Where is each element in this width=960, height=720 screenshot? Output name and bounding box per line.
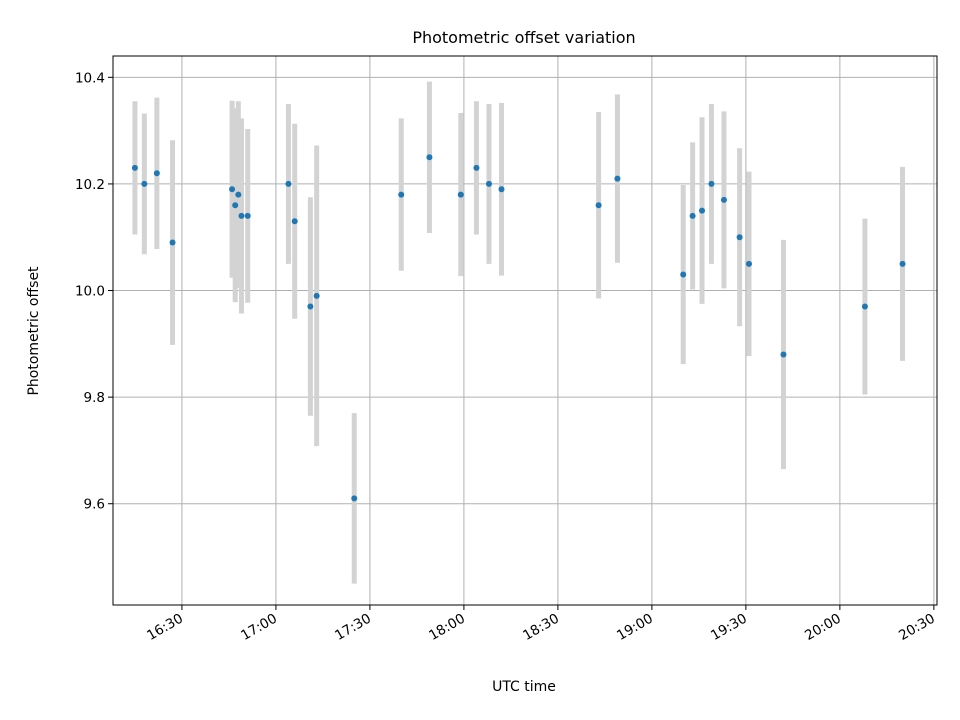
grid-lines [113, 56, 937, 605]
data-point [689, 212, 696, 219]
data-point [235, 191, 242, 198]
data-point [131, 164, 138, 171]
x-axis-label: UTC time [492, 679, 556, 695]
y-tick-label: 10.0 [75, 284, 105, 300]
data-point [746, 260, 753, 267]
data-point [169, 239, 176, 246]
data-point [153, 170, 160, 177]
data-point [708, 180, 715, 187]
data-point [238, 212, 245, 219]
data-point [291, 218, 298, 225]
data-point [595, 202, 602, 209]
data-point [307, 303, 314, 310]
data-point [244, 212, 251, 219]
y-tick-label: 9.8 [84, 390, 105, 406]
data-point [699, 207, 706, 214]
y-axis-label: Photometric offset [26, 266, 42, 396]
data-point [457, 191, 464, 198]
y-tick-label: 10.2 [75, 177, 105, 193]
data-point [285, 180, 292, 187]
data-point [680, 271, 687, 278]
data-point [313, 292, 320, 299]
data-point [229, 186, 236, 193]
data-point [498, 186, 505, 193]
data-point [398, 191, 405, 198]
plot-area-frame [112, 55, 938, 606]
data-point [614, 175, 621, 182]
chart-title: Photometric offset variation [412, 28, 635, 47]
y-axis-ticks: 9.6 9.8 10.0 10.2 10.4 [75, 70, 113, 513]
data-point [485, 180, 492, 187]
data-point [736, 234, 743, 241]
y-tick-label: 10.4 [75, 70, 105, 86]
data-point [426, 154, 433, 161]
data-point [861, 303, 868, 310]
y-tick-label: 9.6 [84, 497, 105, 513]
data-point [720, 196, 727, 203]
data-point [351, 495, 358, 502]
data-point [232, 202, 239, 209]
data-point [899, 260, 906, 267]
data-point [473, 164, 480, 171]
data-point [141, 180, 148, 187]
data-points [131, 154, 906, 502]
data-point [780, 351, 787, 358]
